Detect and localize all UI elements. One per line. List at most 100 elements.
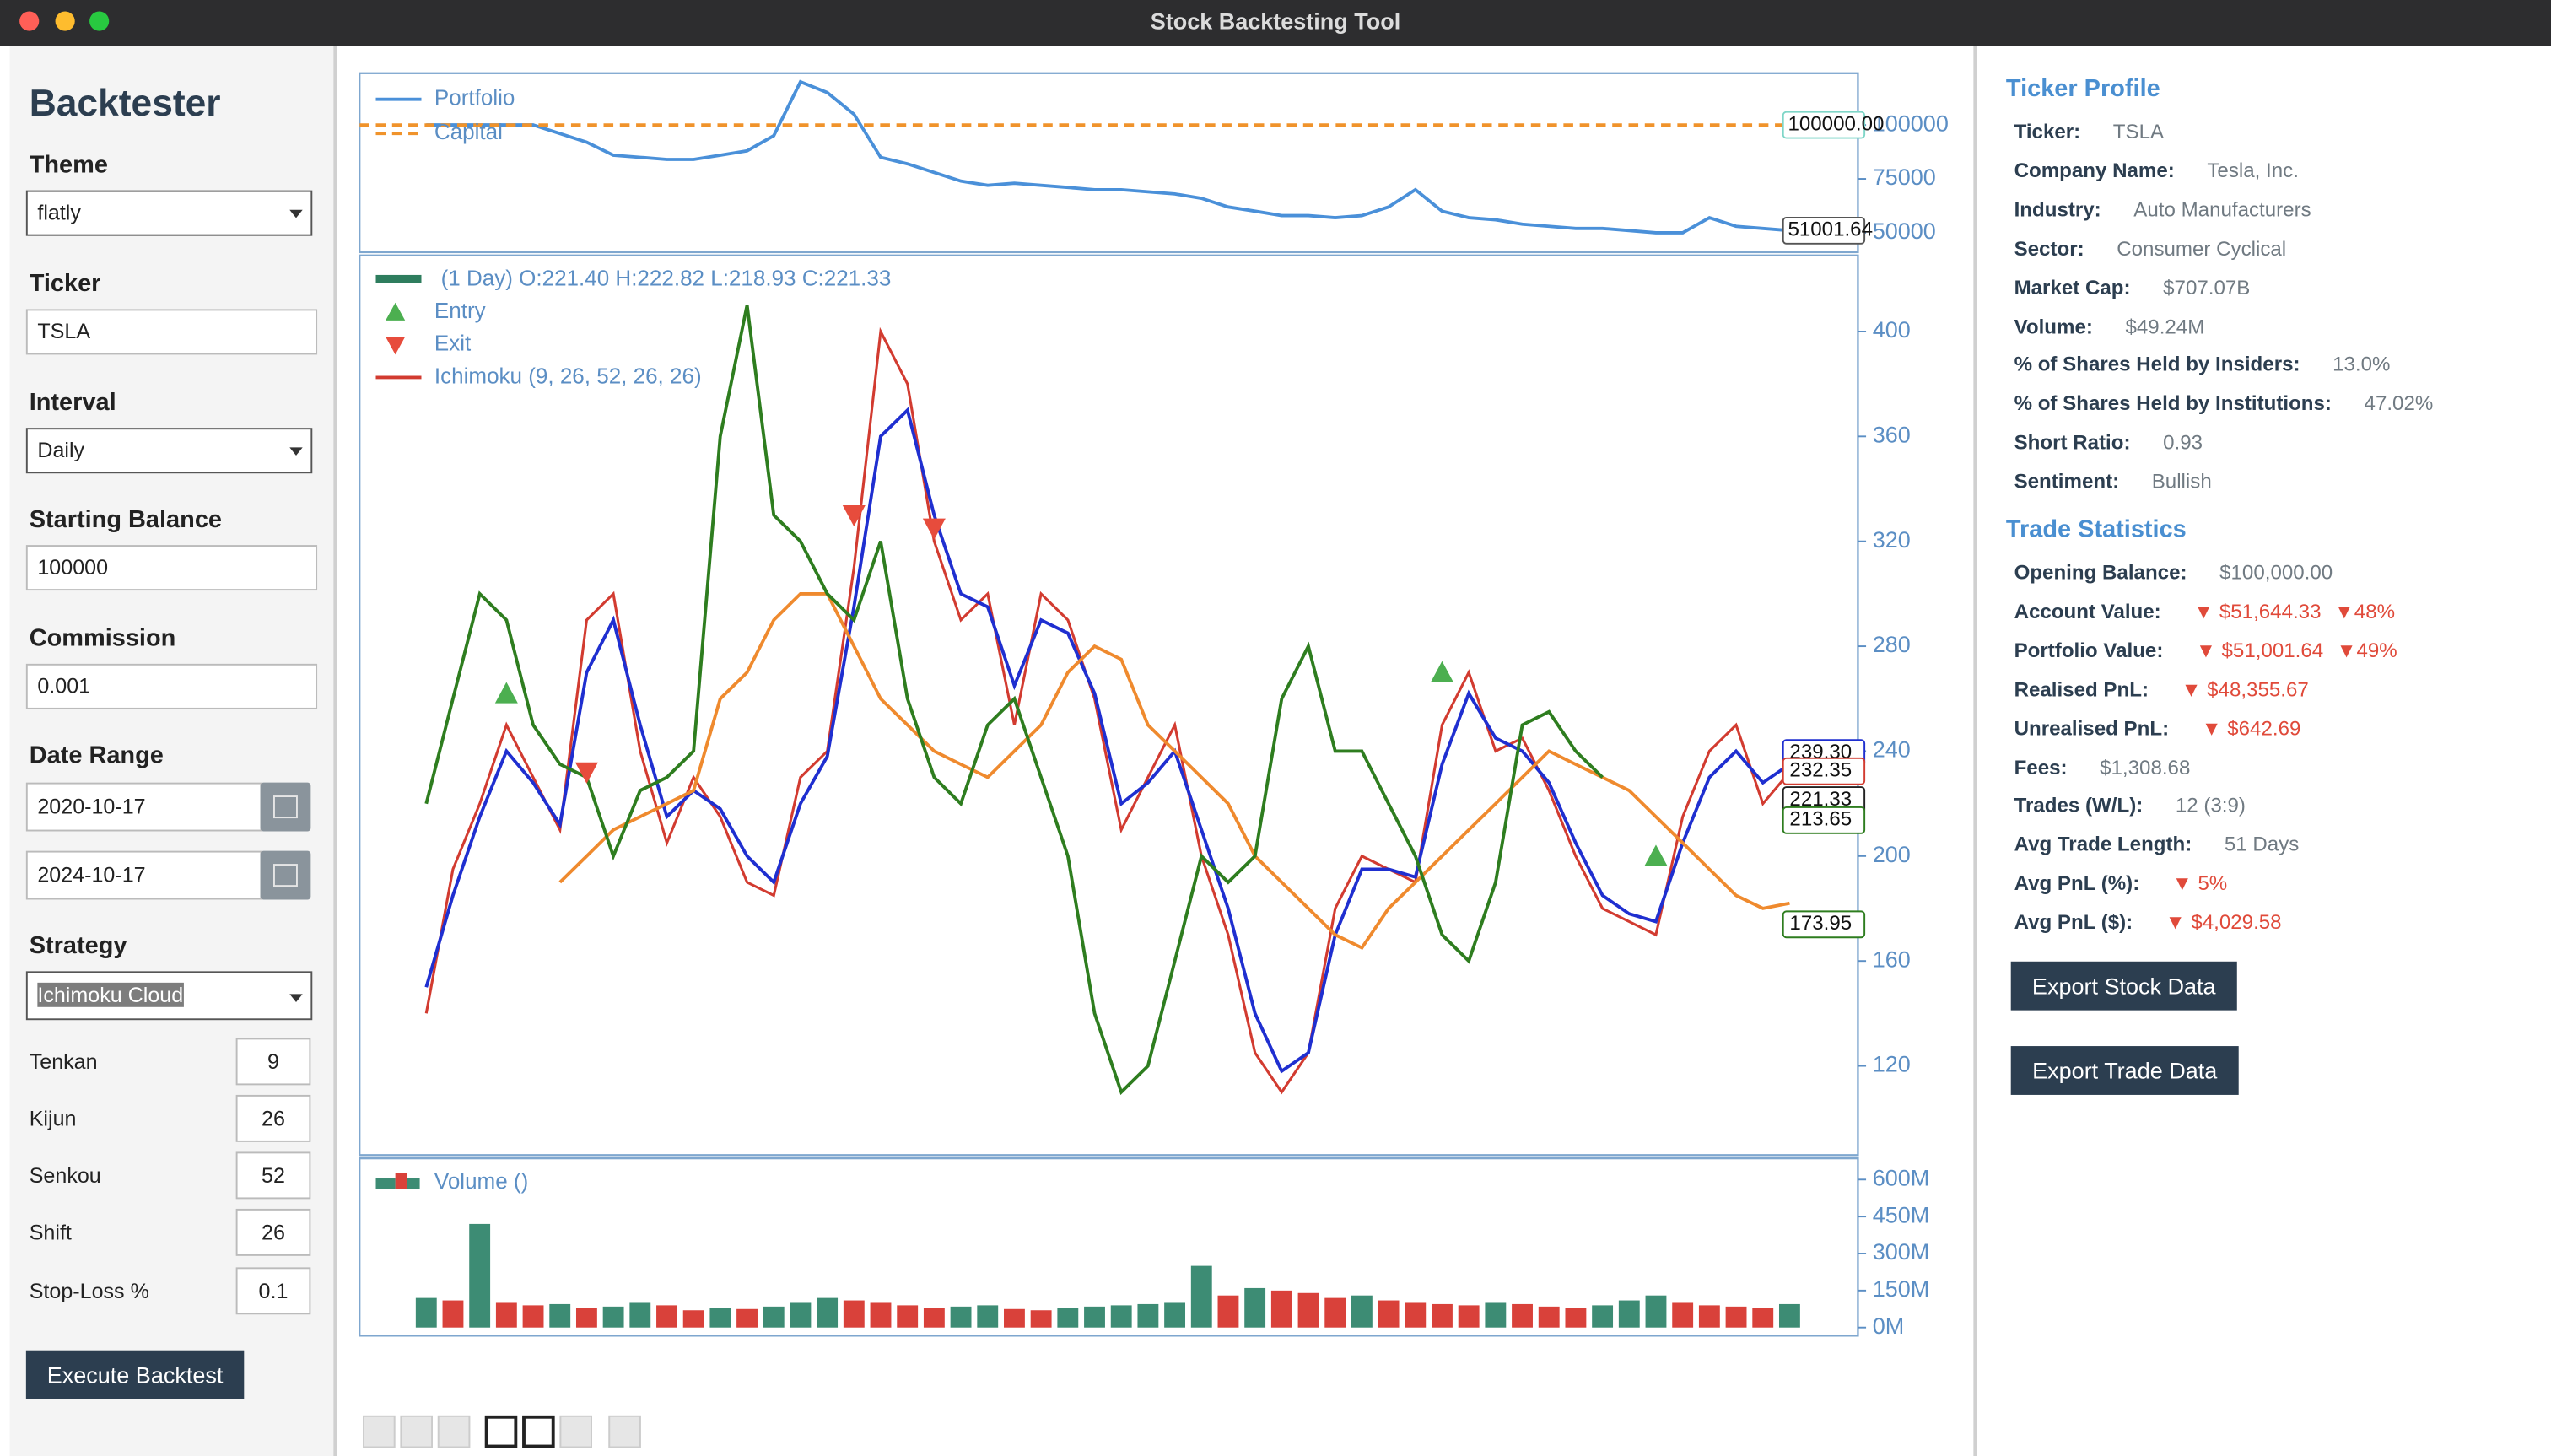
row-label: Trades (W/L):: [2014, 794, 2144, 817]
param-input[interactable]: 0.1: [235, 1267, 311, 1315]
forward-tool[interactable]: [437, 1415, 471, 1448]
value-text: ▼ $48,355.67: [2181, 677, 2309, 701]
balance-input[interactable]: 100000: [25, 545, 318, 591]
row-label: Account Value:: [2014, 600, 2161, 623]
row-value: ▼ $51,644.33 ▼48%: [2193, 600, 2395, 623]
end-date-input[interactable]: 2024-10-17: [25, 850, 262, 900]
volume-bar: [1378, 1300, 1400, 1328]
value-text: ▼49%: [2336, 639, 2397, 662]
y-tick-label: 280: [1873, 632, 1911, 657]
legend-label: Portfolio: [434, 85, 515, 111]
row-label: Company Name:: [2014, 159, 2175, 182]
value-text: ▼48%: [2333, 600, 2396, 623]
row-value: 47.02%: [2365, 392, 2434, 415]
ticker-input[interactable]: TSLA: [25, 309, 318, 355]
calendar-button[interactable]: [260, 850, 311, 900]
close-button[interactable]: [19, 11, 40, 31]
value-text: 51 Days: [2224, 833, 2300, 857]
legend-label: Volume (): [434, 1168, 528, 1194]
value-text: ▼ 5%: [2171, 872, 2228, 896]
row-value: Bullish: [2152, 471, 2212, 493]
legend-symbol: [395, 1173, 407, 1189]
param-input[interactable]: 26: [235, 1208, 311, 1256]
volume-bar: [1592, 1305, 1614, 1328]
y-tick-label: 100000: [1873, 111, 1949, 136]
y-tick-label: 320: [1873, 527, 1911, 553]
legend-symbol: [386, 302, 406, 321]
volume-bar: [1565, 1308, 1587, 1328]
row-value: 0.93: [2163, 431, 2203, 454]
info-row: Avg Trade Length: 51 Days: [2014, 833, 2300, 856]
row-value: ▼ $642.69: [2202, 717, 2301, 740]
param-input[interactable]: 9: [235, 1038, 311, 1086]
legend-symbol: [375, 1178, 396, 1189]
volume-bar: [522, 1305, 544, 1328]
interval-select[interactable]: Daily: [25, 428, 313, 474]
value-text: ▼ $4,029.58: [2165, 911, 2282, 935]
param-input[interactable]: 26: [235, 1094, 311, 1142]
strategy-select[interactable]: Ichimoku Cloud: [25, 971, 313, 1021]
row-value: $707.07B: [2163, 276, 2250, 299]
info-row: Opening Balance: $100,000.00: [2014, 561, 2333, 584]
volume-bar: [950, 1306, 972, 1328]
start-date-input[interactable]: 2020-10-17: [25, 782, 262, 832]
row-label: Volume:: [2014, 315, 2093, 338]
volume-bar: [1084, 1306, 1105, 1328]
info-row: Market Cap: $707.07B: [2014, 276, 2251, 299]
volume-bar: [415, 1297, 437, 1328]
calendar-button[interactable]: [260, 782, 311, 832]
y-tick-label: 450M: [1873, 1202, 1930, 1227]
row-value: Tesla, Inc.: [2207, 159, 2299, 182]
info-row: Industry: Auto Manufacturers: [2014, 198, 2311, 221]
row-label: Unrealised PnL:: [2014, 716, 2170, 740]
field-label: Strategy: [29, 932, 127, 960]
legend-label: Ichimoku (9, 26, 52, 26, 26): [434, 363, 702, 388]
commission-input[interactable]: 0.001: [25, 663, 318, 709]
y-tick-label: 0M: [1873, 1313, 1905, 1339]
row-label: Portfolio Value:: [2014, 639, 2164, 662]
export-stock-button[interactable]: Export Stock Data: [2010, 961, 2237, 1011]
legend-symbol: [386, 337, 406, 355]
volume-bar: [1137, 1303, 1159, 1328]
zoom-button[interactable]: [89, 11, 110, 31]
value-label: 51001.64: [1788, 218, 1873, 241]
theme-select[interactable]: flatly: [25, 190, 313, 236]
configure-tool[interactable]: [559, 1415, 592, 1448]
param-label: Shift: [29, 1220, 72, 1245]
volume-bar: [1110, 1305, 1132, 1328]
trade-marker: [1644, 844, 1668, 866]
trade-marker: [574, 762, 598, 784]
y-tick-label: 400: [1873, 317, 1911, 342]
value-text: ▼ $51,644.33: [2193, 600, 2322, 623]
volume-bar: [1698, 1305, 1720, 1328]
home-tool[interactable]: [363, 1415, 396, 1448]
volume-bar: [575, 1308, 597, 1328]
field-label: Commission: [29, 624, 176, 653]
minimize-button[interactable]: [55, 11, 75, 31]
y-tick-label: 50000: [1873, 218, 1936, 244]
zoom-tool[interactable]: [522, 1415, 555, 1448]
execute-button[interactable]: Execute Backtest: [25, 1350, 245, 1399]
save-tool[interactable]: [608, 1415, 641, 1448]
volume-bar: [843, 1300, 865, 1328]
param-input[interactable]: 52: [235, 1151, 311, 1200]
pan-tool[interactable]: [484, 1415, 518, 1448]
app-title: Backtester: [29, 81, 221, 124]
volume-bar: [1057, 1308, 1079, 1328]
volume-bar: [1244, 1287, 1266, 1328]
row-value: 51 Days: [2225, 833, 2299, 856]
row-value: $1,308.68: [2100, 756, 2190, 779]
y-tick-label: 75000: [1873, 164, 1936, 190]
volume-bar: [1538, 1306, 1560, 1328]
row-label: Realised PnL:: [2014, 677, 2149, 701]
series-line: [558, 591, 1790, 951]
volume-bar: [817, 1297, 839, 1328]
export-trade-button[interactable]: Export Trade Data: [2010, 1046, 2239, 1095]
volume-bar: [469, 1223, 491, 1328]
row-label: Short Ratio:: [2014, 431, 2131, 455]
back-tool[interactable]: [400, 1415, 433, 1448]
value-text: Auto Manufacturers: [2133, 197, 2311, 221]
value-label-box: [1782, 216, 1866, 245]
value-label: 100000.00: [1788, 112, 1884, 135]
